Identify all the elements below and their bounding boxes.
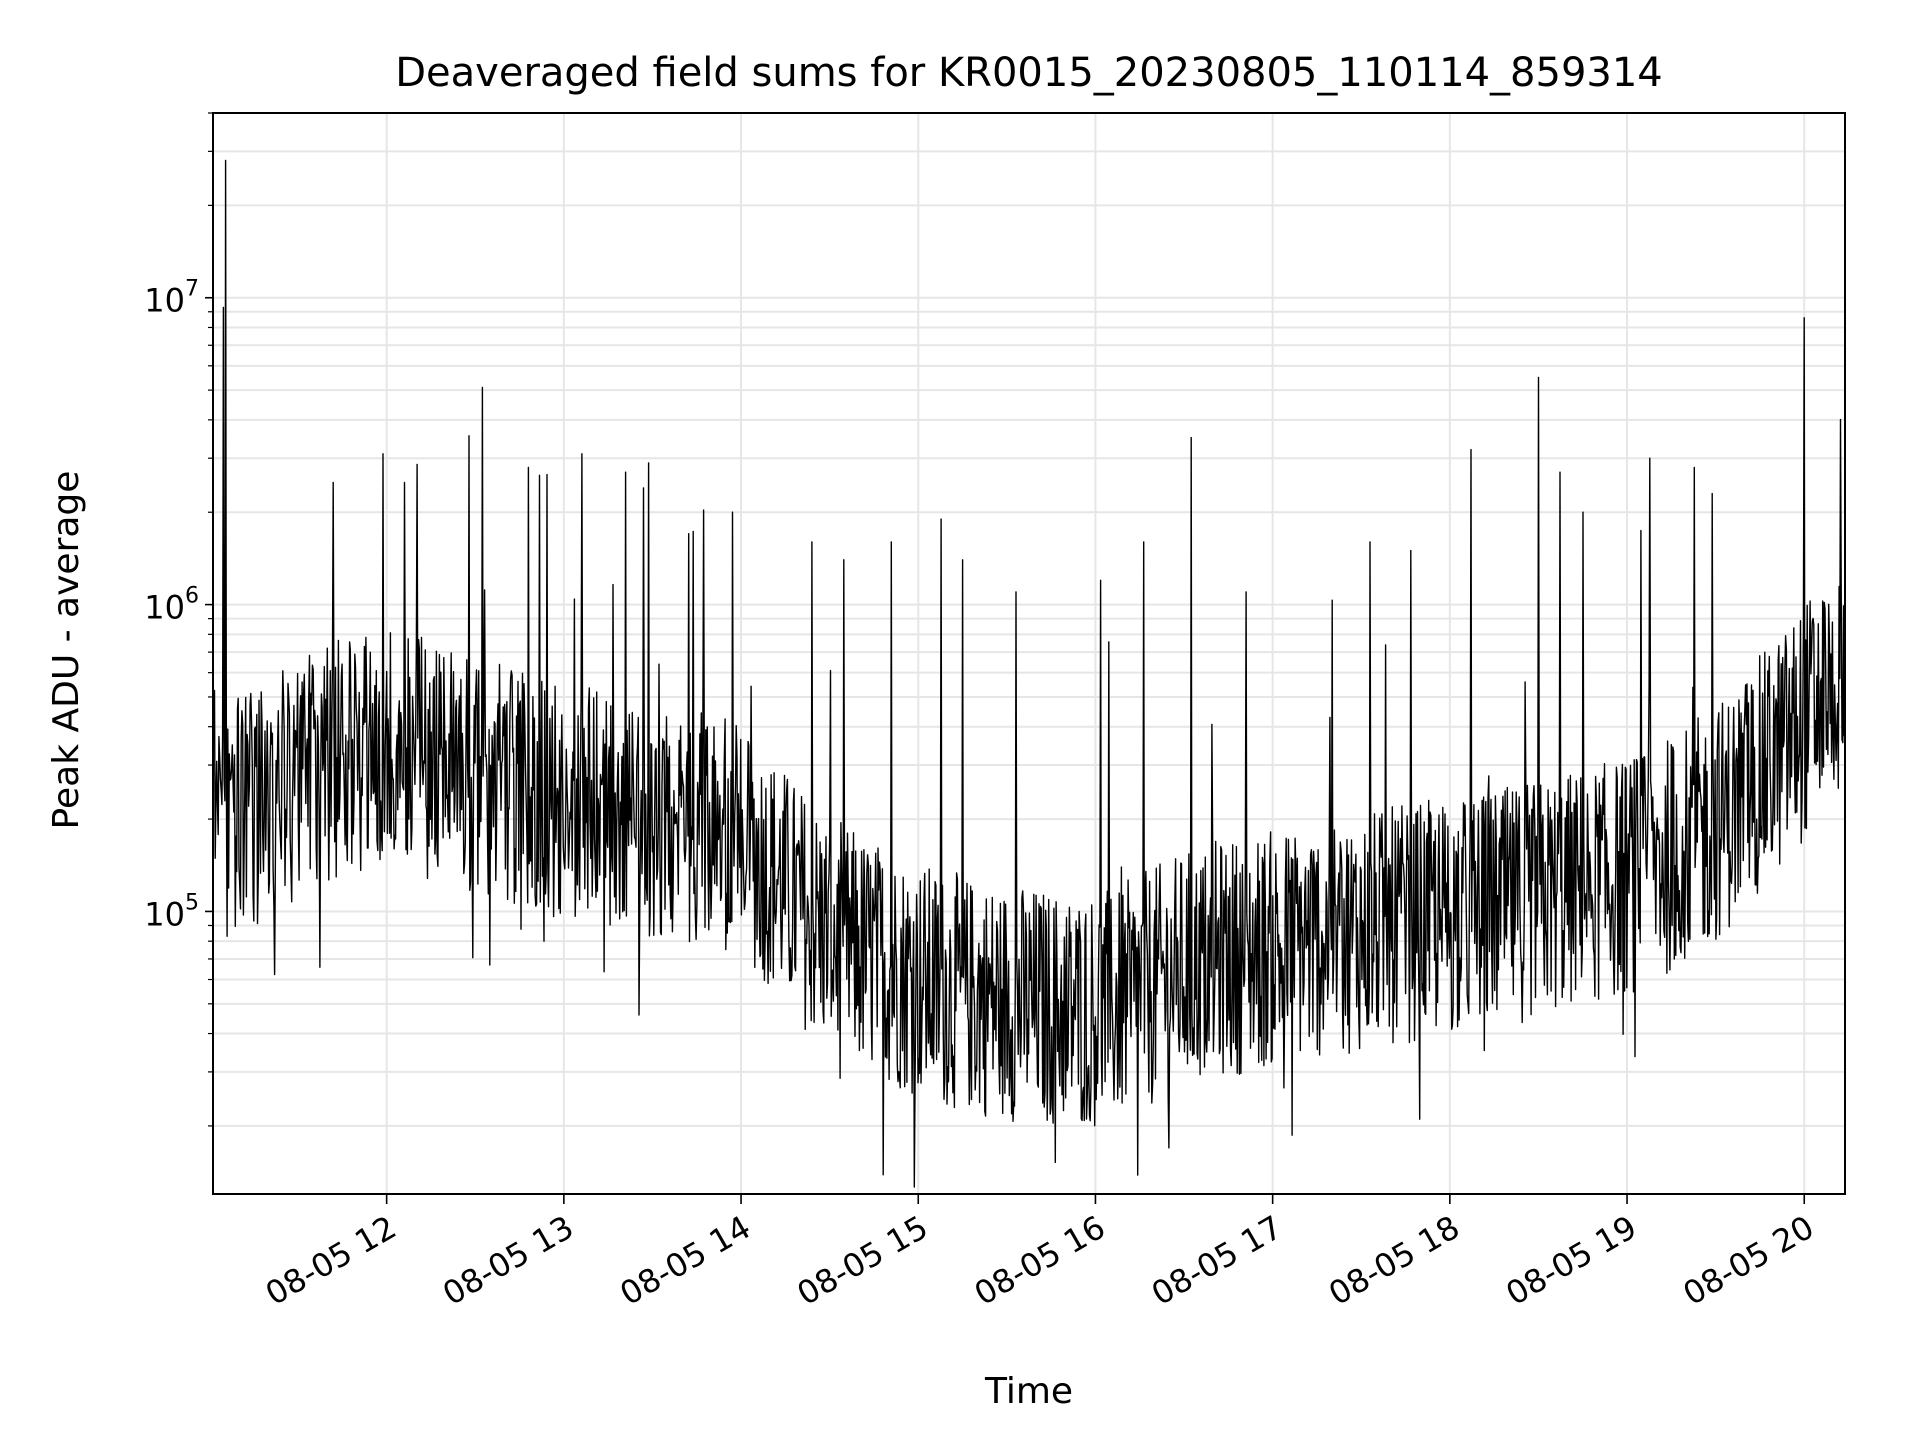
y-tick-exp: 6 [185, 584, 199, 609]
y-tick-base: 10 [144, 589, 185, 627]
y-tick-base: 10 [144, 282, 185, 320]
x-tick-label: 08-05 17 [1145, 1208, 1289, 1313]
x-tick-label: 08-05 16 [968, 1208, 1112, 1313]
x-tick-label: 08-05 14 [613, 1208, 757, 1313]
y-tick-label: 105 [144, 890, 199, 933]
series-path [212, 159, 1846, 1188]
y-tick-label: 107 [144, 277, 199, 320]
x-tick-label: 08-05 13 [436, 1208, 580, 1313]
y-tick-label: 106 [144, 584, 199, 627]
x-axis-label: Time [984, 1371, 1073, 1412]
plot-frame [212, 112, 1846, 1195]
x-tick-label: 08-05 19 [1499, 1208, 1643, 1313]
y-tick-exp: 5 [185, 890, 199, 915]
x-tick-label: 08-05 12 [259, 1208, 403, 1313]
y-tick-base: 10 [144, 895, 185, 933]
x-tick-label: 08-05 15 [791, 1208, 935, 1313]
y-tick-exp: 7 [185, 277, 199, 302]
x-tick-label: 08-05 20 [1677, 1208, 1821, 1313]
y-axis-label: Peak ADU - average [46, 471, 87, 830]
chart-title: Deaveraged field sums for KR0015_2023080… [395, 50, 1663, 96]
x-axis-ticks: 08-05 12 08-05 13 08-05 14 08-05 15 08-05 16… [259, 1194, 1820, 1313]
series-line [212, 159, 1846, 1188]
x-tick-label: 08-05 18 [1322, 1208, 1466, 1313]
